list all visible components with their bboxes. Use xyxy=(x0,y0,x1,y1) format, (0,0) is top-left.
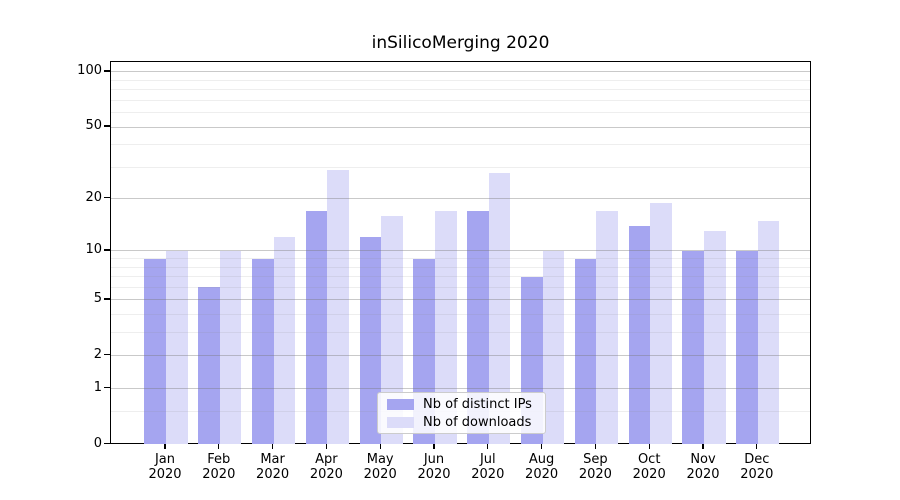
bar-ips-jul xyxy=(467,211,489,445)
ytick-label-1: 1 xyxy=(93,379,102,395)
plot-area xyxy=(110,61,811,445)
xtick-label-mar: Mar 2020 xyxy=(256,451,290,483)
xtick-mark-dec xyxy=(756,443,758,449)
bar-ips-nov xyxy=(682,250,704,445)
ytick-label-10: 10 xyxy=(85,241,102,257)
xtick-label-aug: Aug 2020 xyxy=(525,451,559,483)
gridline-minor-90 xyxy=(111,79,810,81)
xtick-mark-oct xyxy=(648,443,650,449)
gridline-minor-9 xyxy=(111,258,810,260)
ytick-mark-0 xyxy=(104,442,110,445)
gridline-minor-7 xyxy=(111,276,810,278)
xtick-label-jul: Jul 2020 xyxy=(471,451,505,483)
xtick-label-jun: Jun 2020 xyxy=(417,451,451,483)
bar-downloads-feb xyxy=(219,250,242,445)
legend-entry-downloads: Nb of downloads xyxy=(387,415,536,430)
bar-ips-feb xyxy=(198,287,220,445)
bar-ips-jan xyxy=(144,258,166,445)
xtick-mark-feb xyxy=(218,443,220,449)
gridline-major-2 xyxy=(111,355,810,357)
bar-downloads-sep xyxy=(596,211,618,445)
ytick-label-100: 100 xyxy=(77,62,102,78)
ytick-mark-1 xyxy=(104,386,110,389)
legend-swatch-distinct-ips xyxy=(387,398,414,410)
gridline-minor-80 xyxy=(111,89,810,91)
bar-downloads-nov xyxy=(704,231,726,445)
xtick-label-oct: Oct 2020 xyxy=(632,451,666,483)
xtick-mark-jan xyxy=(164,443,166,449)
legend-entry-distinct-ips: Nb of distinct IPs xyxy=(387,397,536,412)
xtick-mark-apr xyxy=(325,443,328,449)
ytick-mark-10 xyxy=(104,249,110,251)
bar-downloads-aug xyxy=(542,250,565,445)
xtick-mark-may xyxy=(379,443,381,449)
xtick-label-jan: Jan 2020 xyxy=(148,451,182,483)
gridline-major-100 xyxy=(111,71,810,73)
bar-ips-mar xyxy=(252,258,274,445)
xtick-label-dec: Dec 2020 xyxy=(740,451,774,483)
gridline-major-20 xyxy=(111,198,810,200)
ytick-mark-50 xyxy=(104,125,110,127)
xtick-mark-jun xyxy=(433,443,435,449)
bar-downloads-mar xyxy=(273,237,296,445)
bar-ips-oct xyxy=(628,225,651,445)
xtick-mark-mar xyxy=(271,443,274,449)
ytick-mark-2 xyxy=(104,354,110,356)
xtick-label-sep: Sep 2020 xyxy=(578,451,612,483)
gridline-minor-6 xyxy=(111,286,810,288)
gridline-minor-4 xyxy=(111,314,810,316)
bar-downloads-oct xyxy=(650,202,672,445)
ytick-label-5: 5 xyxy=(93,290,102,306)
gridline-major-5 xyxy=(111,299,810,301)
gridline-minor-3 xyxy=(111,332,810,334)
ytick-label-20: 20 xyxy=(85,189,102,205)
ytick-mark-20 xyxy=(104,197,110,199)
bar-ips-apr xyxy=(305,211,328,445)
ytick-mark-5 xyxy=(104,298,110,300)
gridline-minor-40 xyxy=(111,144,810,146)
xtick-mark-jul xyxy=(487,443,489,449)
gridline-major-1 xyxy=(111,388,810,390)
legend-label-downloads: Nb of downloads xyxy=(423,414,532,430)
bar-downloads-may xyxy=(381,215,403,445)
ytick-label-2: 2 xyxy=(93,346,102,362)
bar-ips-may xyxy=(359,237,382,445)
gridline-minor-70 xyxy=(111,99,810,101)
xtick-label-feb: Feb 2020 xyxy=(202,451,236,483)
gridline-minor-60 xyxy=(111,112,810,114)
bar-ips-dec xyxy=(736,250,758,445)
bar-downloads-dec xyxy=(757,220,780,445)
gridline-major-10 xyxy=(111,250,810,252)
gridline-minor-8 xyxy=(111,266,810,268)
gridline-minor-30 xyxy=(111,166,810,168)
legend-label-distinct-ips: Nb of distinct IPs xyxy=(423,396,532,412)
ytick-mark-100 xyxy=(104,70,110,72)
xtick-mark-sep xyxy=(594,443,597,449)
legend: Nb of distinct IPs Nb of downloads xyxy=(377,392,546,434)
bar-downloads-apr xyxy=(327,169,349,445)
xtick-label-nov: Nov 2020 xyxy=(686,451,720,483)
xtick-label-may: May 2020 xyxy=(363,451,397,483)
legend-swatch-downloads xyxy=(387,416,414,428)
xtick-mark-aug xyxy=(540,443,543,449)
ytick-label-50: 50 xyxy=(85,118,102,134)
bar-downloads-jul xyxy=(488,172,511,445)
xtick-label-apr: Apr 2020 xyxy=(309,451,343,483)
chart-title: inSilicoMerging 2020 xyxy=(371,33,550,53)
bar-ips-sep xyxy=(574,258,597,445)
bar-downloads-jan xyxy=(166,250,188,445)
bar-downloads-jun xyxy=(435,211,457,445)
xtick-mark-nov xyxy=(702,443,704,449)
gridline-major-50 xyxy=(111,126,810,128)
ytick-label-0: 0 xyxy=(93,435,102,451)
